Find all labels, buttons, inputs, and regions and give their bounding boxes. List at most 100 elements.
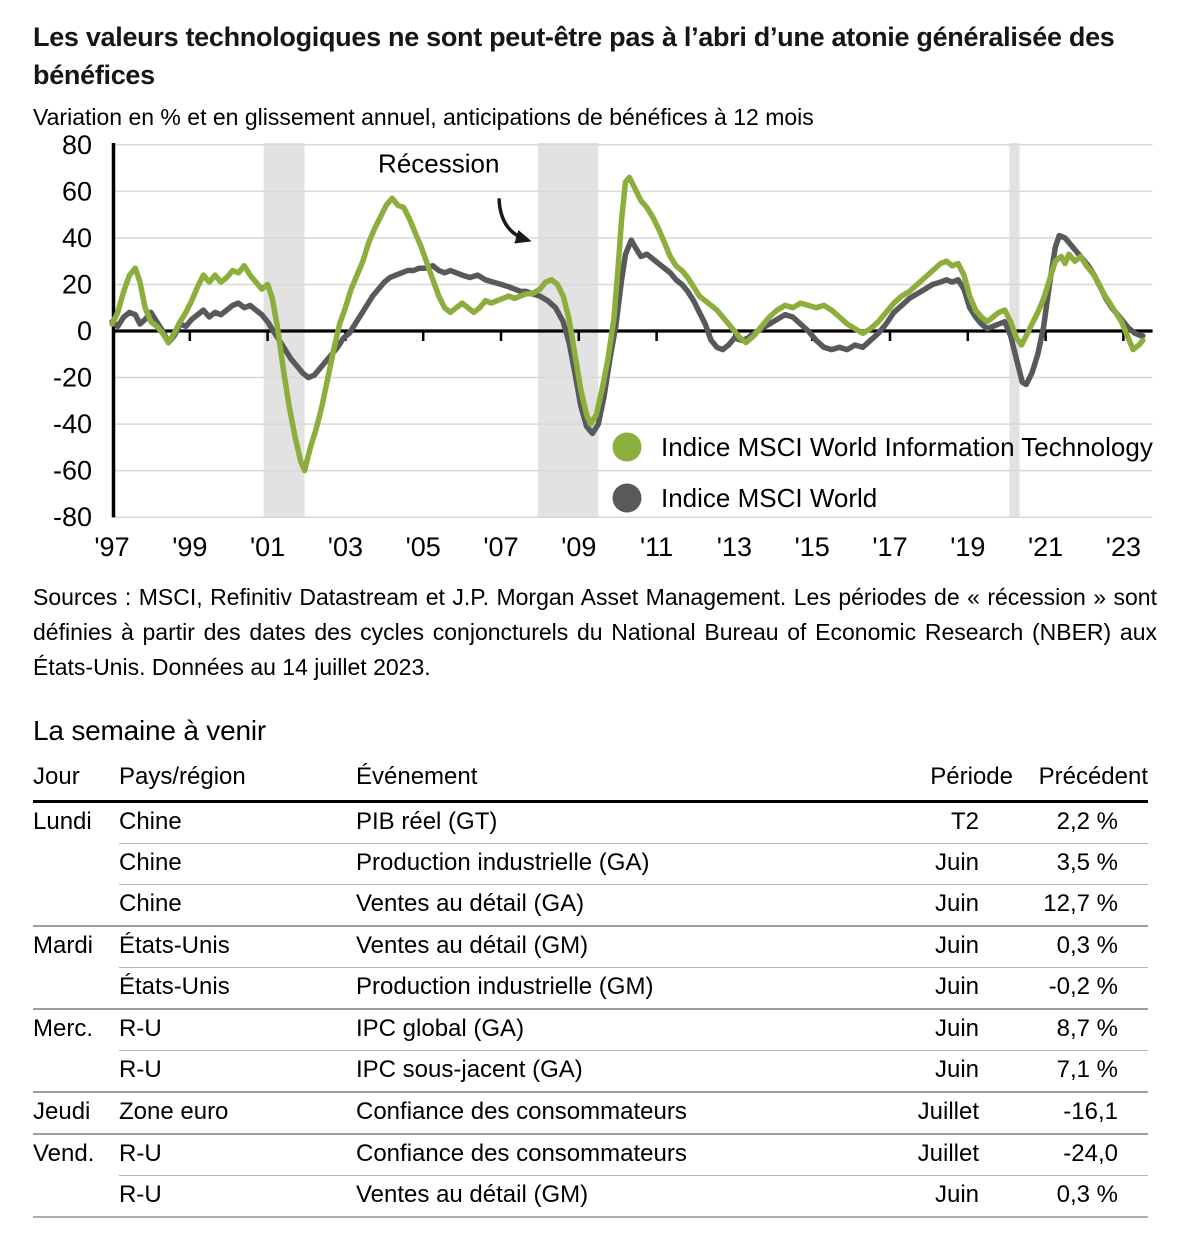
region-cell: États-Unis xyxy=(119,925,356,968)
event-cell: Ventes au détail (GM) xyxy=(356,925,901,968)
week-ahead-heading: La semaine à venir xyxy=(33,715,266,746)
y-tick-label: 20 xyxy=(62,269,92,299)
y-tick-label: 80 xyxy=(62,135,92,160)
recession-arrow xyxy=(497,198,532,244)
period-cell: Juillet xyxy=(901,1091,1013,1134)
y-tick-label: 0 xyxy=(77,316,92,346)
day-cell xyxy=(33,844,119,885)
x-tick-label: '15 xyxy=(795,532,830,562)
day-cell xyxy=(33,1175,119,1218)
event-cell: Confiance des consommateurs xyxy=(356,1133,901,1176)
previous-cell: -0,2 % xyxy=(1013,967,1148,1009)
region-cell: Chine xyxy=(119,808,182,835)
column-header-event: Événement xyxy=(356,759,901,803)
day-cell: Vend. xyxy=(33,1133,119,1176)
table-row: R-U IPC sous-jacent (GA) Juin 7,1 % xyxy=(33,1050,1148,1093)
region-cell: États-Unis xyxy=(119,967,356,1009)
period-cell: Juin xyxy=(901,1008,1013,1051)
y-tick-label: -80 xyxy=(53,502,92,532)
sources-note: Sources : MSCI, Refinitiv Datastream et … xyxy=(33,584,1157,680)
legend-marker-tech xyxy=(612,432,642,462)
x-tick-label: '97 xyxy=(94,532,129,562)
line-chart-svg: 80 60 40 20 0 -20 -40 -60 -80'97 '99 '01 '03 '05 '07 '… xyxy=(53,135,1153,562)
x-tick-label: '11 xyxy=(640,532,673,562)
table-row: Merc. R-U IPC global (GA) Juin 8,7 % xyxy=(33,1008,1148,1051)
previous-cell: -16,1 xyxy=(1013,1091,1148,1134)
event-cell: IPC sous-jacent (GA) xyxy=(356,1050,901,1092)
previous-cell: 3,5 % xyxy=(1013,843,1148,885)
x-tick-label: '07 xyxy=(483,532,518,562)
y-tick-label: -20 xyxy=(53,363,92,393)
table-row: Chine Ventes au détail (GA) Juin 12,7 % xyxy=(33,884,1148,927)
region-cell: R-U xyxy=(119,1050,356,1092)
period-cell: Juillet xyxy=(901,1133,1013,1176)
region-cell: Chine xyxy=(119,843,356,885)
column-header-region: Pays/région xyxy=(119,759,356,803)
y-tick-label: -40 xyxy=(53,409,92,439)
region-cell: R-U xyxy=(119,1175,356,1218)
x-tick-label: '19 xyxy=(950,532,985,562)
day-cell xyxy=(33,885,119,927)
event-cell: Ventes au détail (GM) xyxy=(356,1175,901,1218)
legend-label: Indice MSCI World xyxy=(661,483,877,513)
day-cell: Merc. xyxy=(33,1008,119,1051)
period-cell: Juin xyxy=(901,1050,1013,1092)
day-cell xyxy=(33,968,119,1010)
table-header-row: Jour Pays/région Événement Période Précédent xyxy=(33,759,1148,803)
event-cell: IPC global (GA) xyxy=(356,1008,901,1051)
day-cell: Jeudi xyxy=(33,1091,119,1134)
week-ahead-table: Jour Pays/région Événement Période Précédent… xyxy=(33,759,1148,1218)
region-cell: Chine xyxy=(119,884,356,926)
period-cell: T2 xyxy=(950,808,979,835)
column-header-previous: Précédent xyxy=(1013,759,1148,803)
x-tick-label: '09 xyxy=(561,532,596,562)
previous-cell: 12,7 % xyxy=(1013,884,1148,926)
table-row: R-U Ventes au détail (GM) Juin 0,3 % xyxy=(33,1175,1148,1218)
day-cell: Lundi xyxy=(33,808,92,836)
event-cell: Confiance des consommateurs xyxy=(356,1091,901,1134)
period-cell: Juin xyxy=(901,843,1013,885)
previous-cell: 0,3 % xyxy=(1013,925,1148,968)
x-tick-label: '99 xyxy=(172,532,207,562)
region-cell: R-U xyxy=(119,1133,356,1176)
x-tick-label: '05 xyxy=(406,532,441,562)
page-title: Les valeurs technologiques ne sont peut-… xyxy=(33,22,1115,90)
event-cell: Production industrielle (GM) xyxy=(356,967,901,1009)
x-tick-label: '23 xyxy=(1106,532,1141,562)
y-tick-label: 40 xyxy=(62,223,92,253)
table-row: Vend. R-U Confiance des consommateurs Juill… xyxy=(33,1133,1148,1176)
series-line-tech xyxy=(109,174,1146,474)
table-row: Mardi États-Unis Ventes au détail (GM) Juin… xyxy=(33,925,1148,968)
x-tick-label: '01 xyxy=(250,532,285,562)
column-header-period: Période xyxy=(901,759,1013,803)
period-cell: Juin xyxy=(901,884,1013,926)
legend-label: Indice MSCI World Information Technology xyxy=(661,432,1153,462)
table-row: Jeudi Zone euro Confiance des consommateur… xyxy=(33,1091,1148,1134)
event-cell: Production industrielle (GA) xyxy=(356,843,901,885)
x-tick-label: '21 xyxy=(1028,532,1063,562)
recession-annotation-label: Récession xyxy=(378,149,499,179)
column-header-day: Jour xyxy=(33,759,119,803)
previous-cell: 8,7 % xyxy=(1013,1008,1148,1051)
table-row: Chine Production industrielle (GA) Juin 3,5… xyxy=(33,843,1148,885)
y-tick-label: 60 xyxy=(62,176,92,206)
day-cell xyxy=(33,1051,119,1093)
x-tick-label: '03 xyxy=(328,532,363,562)
event-cell: PIB réel (GT) xyxy=(356,808,498,835)
series-line-world xyxy=(109,232,1146,437)
previous-cell: 7,1 % xyxy=(1013,1050,1148,1092)
y-tick-label: -60 xyxy=(53,456,92,486)
chart-subtitle: Variation en % et en glissement annuel, … xyxy=(33,104,814,130)
region-cell: Zone euro xyxy=(119,1091,356,1134)
day-cell: Mardi xyxy=(33,925,119,968)
table-row: Lundi Chine PIB réel (GT) T2 2,2 % xyxy=(33,802,1148,844)
legend-marker-world xyxy=(612,483,642,513)
table-row: États-Unis Production industrielle (GM) Ju… xyxy=(33,967,1148,1010)
previous-cell: 2,2 % xyxy=(1056,808,1118,835)
previous-cell: 0,3 % xyxy=(1013,1175,1148,1218)
previous-cell: -24,0 xyxy=(1013,1133,1148,1176)
region-cell: R-U xyxy=(119,1008,356,1051)
period-cell: Juin xyxy=(901,967,1013,1009)
x-tick-label: '13 xyxy=(717,532,752,562)
